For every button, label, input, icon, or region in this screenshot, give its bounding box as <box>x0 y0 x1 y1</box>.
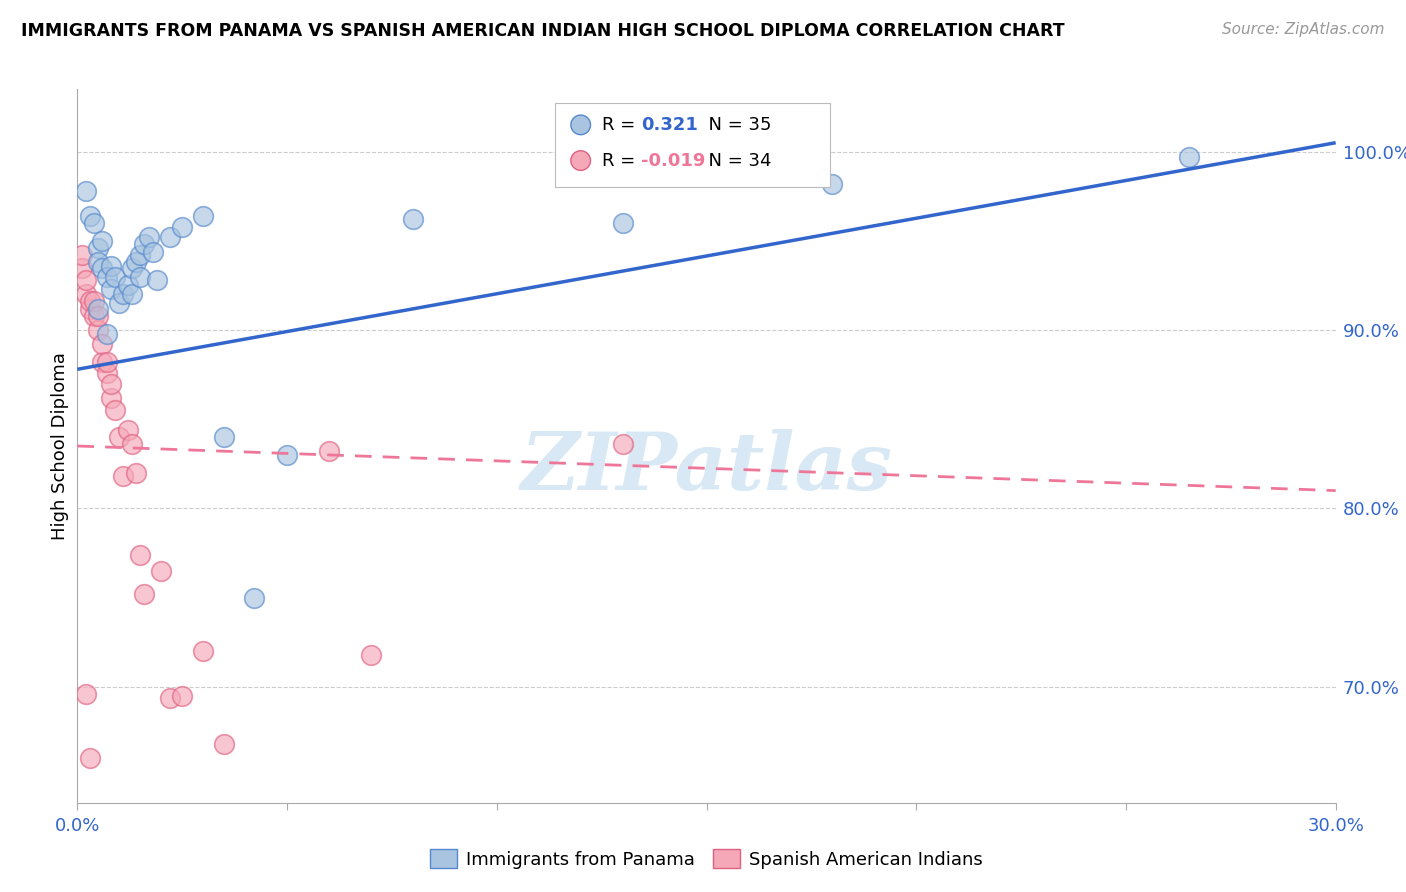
Y-axis label: High School Diploma: High School Diploma <box>51 352 69 540</box>
Point <box>79 209 101 223</box>
Point <box>191 644 215 658</box>
Point <box>79 294 101 309</box>
Point <box>146 273 169 287</box>
Point <box>172 219 194 234</box>
Point <box>100 391 122 405</box>
Point <box>612 216 634 230</box>
Text: R =: R = <box>602 152 641 169</box>
Point <box>138 230 160 244</box>
Point <box>75 184 97 198</box>
Point <box>100 282 122 296</box>
Point <box>87 309 110 323</box>
Point <box>112 469 135 483</box>
Point <box>121 260 143 275</box>
Point <box>83 216 105 230</box>
Text: N = 34: N = 34 <box>697 152 772 169</box>
Point <box>121 287 143 301</box>
Point <box>91 337 114 351</box>
Point <box>87 323 110 337</box>
Point <box>212 737 235 751</box>
Point <box>117 278 139 293</box>
Point <box>821 177 844 191</box>
Point <box>360 648 382 662</box>
Point <box>1178 150 1201 164</box>
Point <box>108 430 131 444</box>
Point <box>129 248 152 262</box>
Point <box>402 212 425 227</box>
Point <box>612 437 634 451</box>
Point <box>96 366 118 380</box>
Point <box>108 296 131 310</box>
Point <box>75 273 97 287</box>
Point <box>100 259 122 273</box>
Legend: Immigrants from Panama, Spanish American Indians: Immigrants from Panama, Spanish American… <box>423 842 990 876</box>
Text: R =: R = <box>602 116 641 134</box>
Point <box>96 326 118 341</box>
Point <box>87 255 110 269</box>
Point <box>212 430 235 444</box>
Point <box>91 355 114 369</box>
Point <box>129 548 152 562</box>
Point <box>134 587 156 601</box>
Point <box>134 237 156 252</box>
Point <box>276 448 298 462</box>
Text: -0.019: -0.019 <box>641 152 706 169</box>
Text: ZIPatlas: ZIPatlas <box>520 429 893 506</box>
Point <box>104 269 127 284</box>
Point <box>121 437 143 451</box>
Point <box>117 423 139 437</box>
Point <box>87 241 110 255</box>
Point <box>79 301 101 316</box>
Point <box>87 301 110 316</box>
Point <box>96 355 118 369</box>
Text: 0.321: 0.321 <box>641 116 697 134</box>
Point <box>125 255 148 269</box>
Point <box>75 687 97 701</box>
Text: Source: ZipAtlas.com: Source: ZipAtlas.com <box>1222 22 1385 37</box>
Point <box>91 234 114 248</box>
Point <box>112 287 135 301</box>
Point <box>100 376 122 391</box>
Point <box>142 244 165 259</box>
Point <box>191 209 215 223</box>
Point <box>70 260 93 275</box>
Point <box>150 564 173 578</box>
Point <box>159 230 181 244</box>
Point <box>75 287 97 301</box>
Point <box>318 444 340 458</box>
Point <box>125 466 148 480</box>
Point <box>83 309 105 323</box>
Point <box>242 591 264 605</box>
Point <box>79 751 101 765</box>
Point <box>91 260 114 275</box>
Point <box>70 248 93 262</box>
Text: IMMIGRANTS FROM PANAMA VS SPANISH AMERICAN INDIAN HIGH SCHOOL DIPLOMA CORRELATIO: IMMIGRANTS FROM PANAMA VS SPANISH AMERIC… <box>21 22 1064 40</box>
Point <box>172 689 194 703</box>
Point <box>104 403 127 417</box>
Point <box>129 269 152 284</box>
Point <box>96 269 118 284</box>
Point <box>159 690 181 705</box>
Point <box>83 294 105 309</box>
Text: N = 35: N = 35 <box>697 116 772 134</box>
